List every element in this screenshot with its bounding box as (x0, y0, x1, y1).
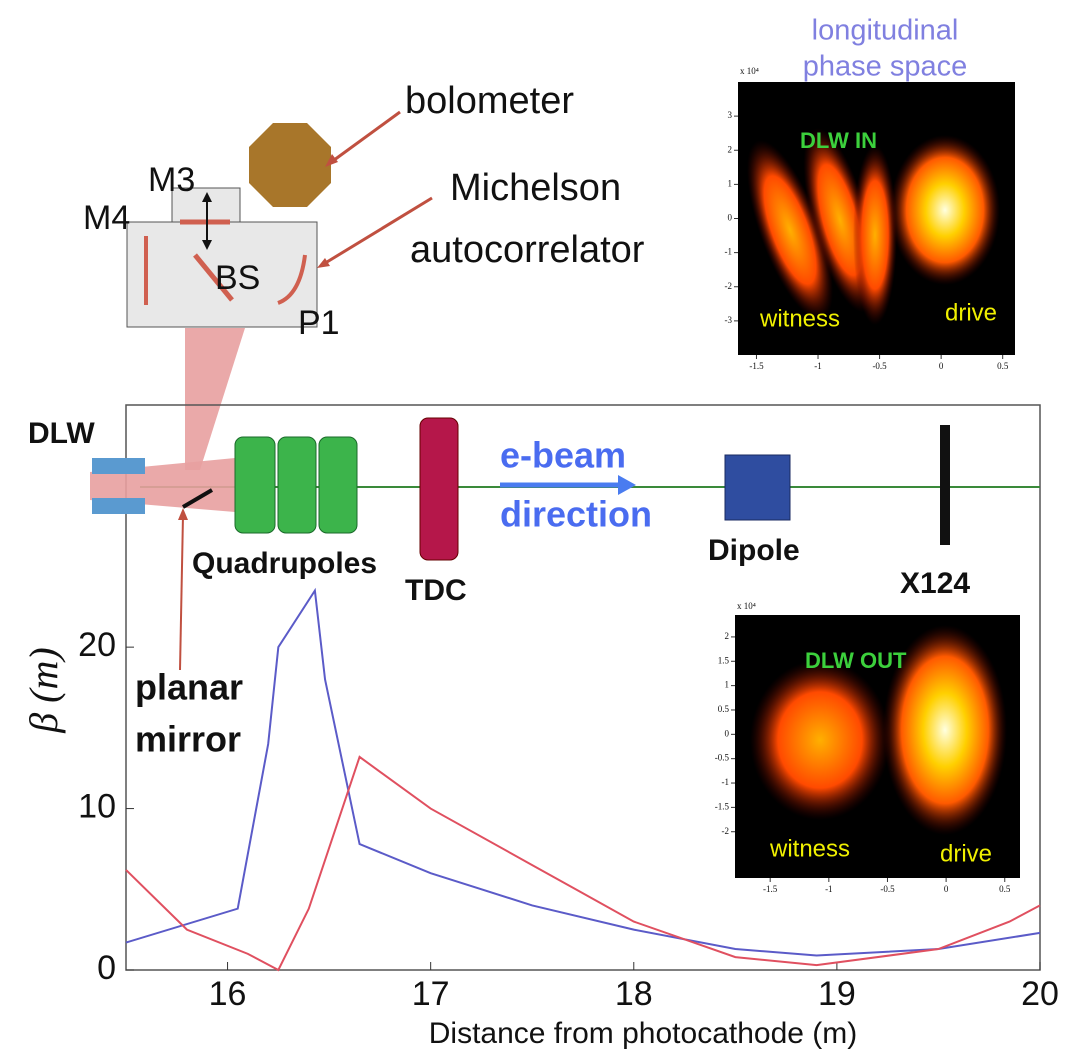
inset-y-tick-label: 2 (725, 631, 730, 641)
tdc (420, 418, 458, 560)
inset-y-tick-label: 0.5 (718, 704, 730, 714)
blob (853, 145, 897, 325)
inset-x-tick-label: -1.5 (749, 361, 764, 371)
inset-y-tick-label: 0 (728, 213, 733, 223)
figure: bolometer Michelson autocorrelator M3 M4… (0, 0, 1076, 1059)
inset-label: DLW IN (800, 128, 877, 153)
label: TDC (405, 574, 467, 607)
x-tick-label: 16 (209, 975, 247, 1013)
inset-x-tick-label: -0.5 (880, 884, 895, 894)
x-axis-label: Distance from photocathode (m) (429, 1017, 858, 1050)
label: mirror (135, 719, 241, 760)
inset-y-tick-label: -3 (725, 315, 733, 325)
inset-x-tick-label: -0.5 (872, 361, 887, 371)
label: e-beam (500, 435, 626, 476)
inset-y-tick-label: 2 (728, 144, 733, 154)
label: Quadrupoles (192, 547, 377, 580)
y-tick-label: 0 (97, 949, 116, 987)
pointer-head (178, 508, 188, 520)
inset-y-tick-label: -1 (725, 247, 733, 257)
inset-label: drive (940, 840, 992, 867)
label: bolometer (405, 80, 574, 122)
pointer-head (317, 258, 330, 268)
label: autocorrelator (410, 229, 645, 271)
label: M4 (83, 199, 130, 237)
inset-y-tick-label: 3 (728, 110, 733, 120)
inset-x-tick-label: 0.5 (997, 361, 1009, 371)
y-axis-label: β (m) (21, 647, 66, 733)
inset-y-tick-label: -1 (722, 777, 730, 787)
dipole (725, 455, 790, 520)
dlw-plate (92, 498, 145, 514)
inset-y-tick-label: -2 (725, 281, 733, 291)
inset-y-tick-label: -2 (722, 826, 730, 836)
label: Dipole (708, 534, 800, 567)
inset-x-tick-label: 0.5 (999, 884, 1011, 894)
y-tick-label: 10 (78, 788, 116, 826)
x-tick-label: 17 (412, 975, 450, 1013)
inset-y-tick-label: 1 (725, 680, 730, 690)
blob (750, 660, 890, 820)
label: phase space (803, 51, 967, 83)
x-tick-label: 18 (615, 975, 653, 1013)
inset-y-tick-label: 0 (725, 728, 730, 738)
quadrupole (319, 437, 357, 533)
pointer (330, 112, 400, 163)
label: P1 (298, 304, 340, 342)
inset-y-tick-label: -0.5 (715, 753, 730, 763)
blob (890, 135, 1000, 285)
inset-x-tick-label: -1.5 (763, 884, 778, 894)
label: BS (215, 259, 260, 297)
label: longitudinal (812, 15, 959, 47)
dlw-plate (92, 458, 145, 474)
x-tick-label: 20 (1021, 975, 1059, 1013)
inset-x-tick-label: 0 (939, 361, 944, 371)
y-tick-label: 20 (78, 626, 116, 664)
label: X124 (900, 567, 970, 600)
label: M3 (148, 161, 195, 199)
beam-arrow-head (618, 475, 636, 495)
inset-y-tick-label: 1.5 (718, 655, 730, 665)
inset-y-tick-label: 1 (728, 178, 733, 188)
x-tick-label: 19 (818, 975, 856, 1013)
inset-label: witness (769, 835, 850, 862)
inset-label: witness (759, 305, 840, 332)
pointer (180, 515, 183, 670)
inset-label: drive (945, 299, 997, 326)
label: Michelson (450, 167, 621, 209)
inset-x-tick-label: 0 (944, 884, 949, 894)
quadrupole (235, 437, 275, 533)
quadrupole (278, 437, 316, 533)
label: planar (135, 667, 243, 708)
inset-scale: x 10⁴ (740, 66, 759, 76)
label: DLW (28, 417, 95, 450)
inset-y-tick-label: -1.5 (715, 801, 730, 811)
bolometer (249, 123, 331, 207)
x124-screen (940, 425, 950, 545)
inset-x-tick-label: -1 (814, 361, 822, 371)
label: direction (500, 494, 652, 535)
inset-scale: x 10⁴ (737, 601, 756, 611)
inset-label: DLW OUT (805, 648, 907, 673)
inset-x-tick-label: -1 (825, 884, 833, 894)
